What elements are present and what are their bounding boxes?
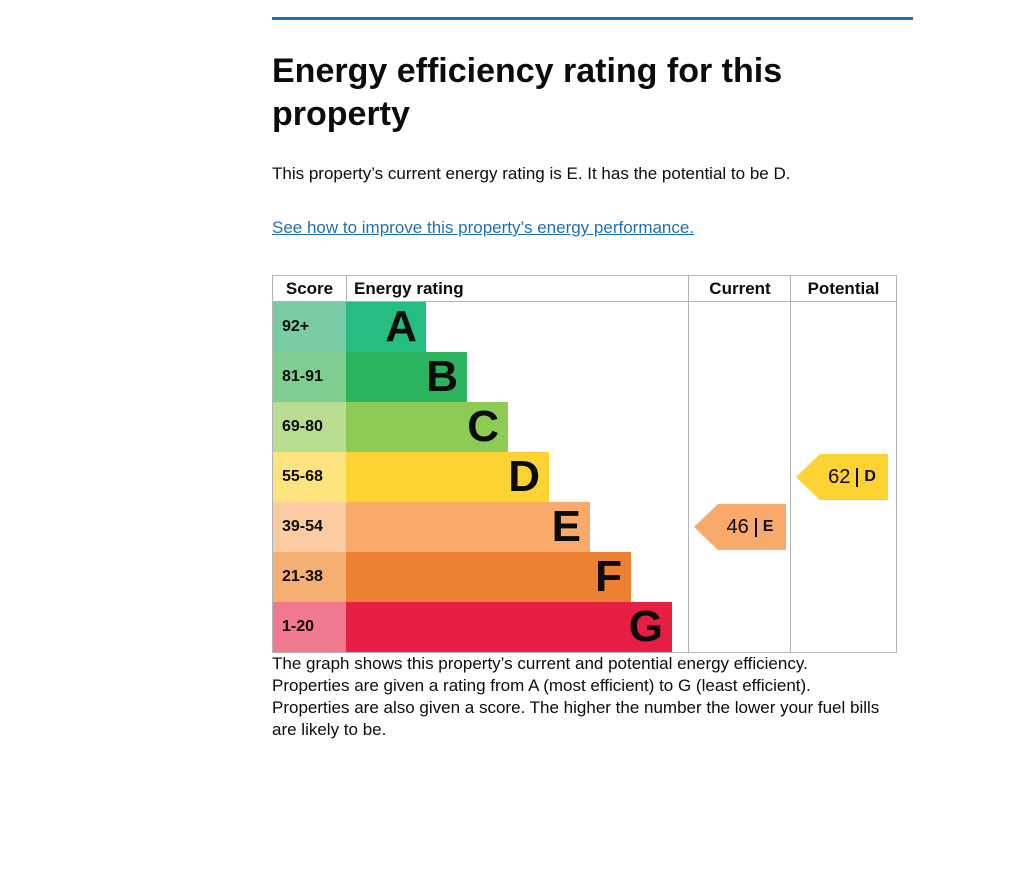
band-row-f: 21-38 F (273, 552, 896, 602)
rating-scale-text: Properties are given a rating from A (mo… (272, 676, 811, 695)
arrow-divider (754, 517, 757, 537)
section-divider-rule (272, 17, 913, 20)
column-header-potential: Potential (807, 279, 880, 298)
graph-description-text: The graph shows this property’s current … (272, 654, 808, 673)
band-score-cell: 21-38 (273, 552, 346, 602)
band-bar: E (346, 502, 590, 552)
band-score-cell: 69-80 (273, 402, 346, 452)
current-score-value: 46 (726, 515, 749, 538)
column-header-current: Current (709, 279, 771, 298)
content-column: Energy efficiency rating for this proper… (272, 0, 913, 741)
band-row-a: 92+ A (273, 302, 896, 352)
band-row-d: 55-68 D (273, 452, 896, 502)
current-band-letter: E (762, 518, 774, 535)
potential-band-letter: D (864, 468, 876, 485)
chart-body: 92+ A 81-91 B 69-80 C 55-68 D 39-54 E (273, 302, 896, 652)
band-row-c: 69-80 C (273, 402, 896, 452)
band-score-cell: 39-54 (273, 502, 346, 552)
improve-performance-link[interactable]: See how to improve this property’s energ… (272, 218, 695, 237)
energy-rating-chart: Score Energy rating Current Potential 92… (272, 275, 897, 653)
band-bar: F (346, 552, 631, 602)
band-score-cell: 92+ (273, 302, 346, 352)
band-row-b: 81-91 B (273, 352, 896, 402)
band-score-cell: 1-20 (273, 602, 346, 652)
band-bar: B (346, 352, 467, 402)
band-bar: A (346, 302, 426, 352)
band-bar: D (346, 452, 549, 502)
score-column-divider (346, 276, 347, 302)
potential-score-value: 62 (828, 465, 851, 488)
potential-column-divider (790, 276, 791, 652)
band-bar: C (346, 402, 508, 452)
band-score-cell: 55-68 (273, 452, 346, 502)
score-explainer-text: Properties are also given a score. The h… (272, 698, 880, 739)
column-header-energy-rating: Energy rating (354, 279, 464, 298)
rating-summary-text: This property’s current energy rating is… (272, 164, 791, 183)
band-row-e: 39-54 E (273, 502, 896, 552)
arrow-divider (856, 467, 859, 487)
page-title: Energy efficiency rating for this proper… (272, 52, 783, 133)
chart-header-row: Score Energy rating Current Potential (273, 276, 896, 302)
band-score-cell: 81-91 (273, 352, 346, 402)
current-column-divider (688, 276, 689, 652)
column-header-score: Score (285, 279, 334, 298)
band-row-g: 1-20 G (273, 602, 896, 652)
band-bar: G (346, 602, 672, 652)
